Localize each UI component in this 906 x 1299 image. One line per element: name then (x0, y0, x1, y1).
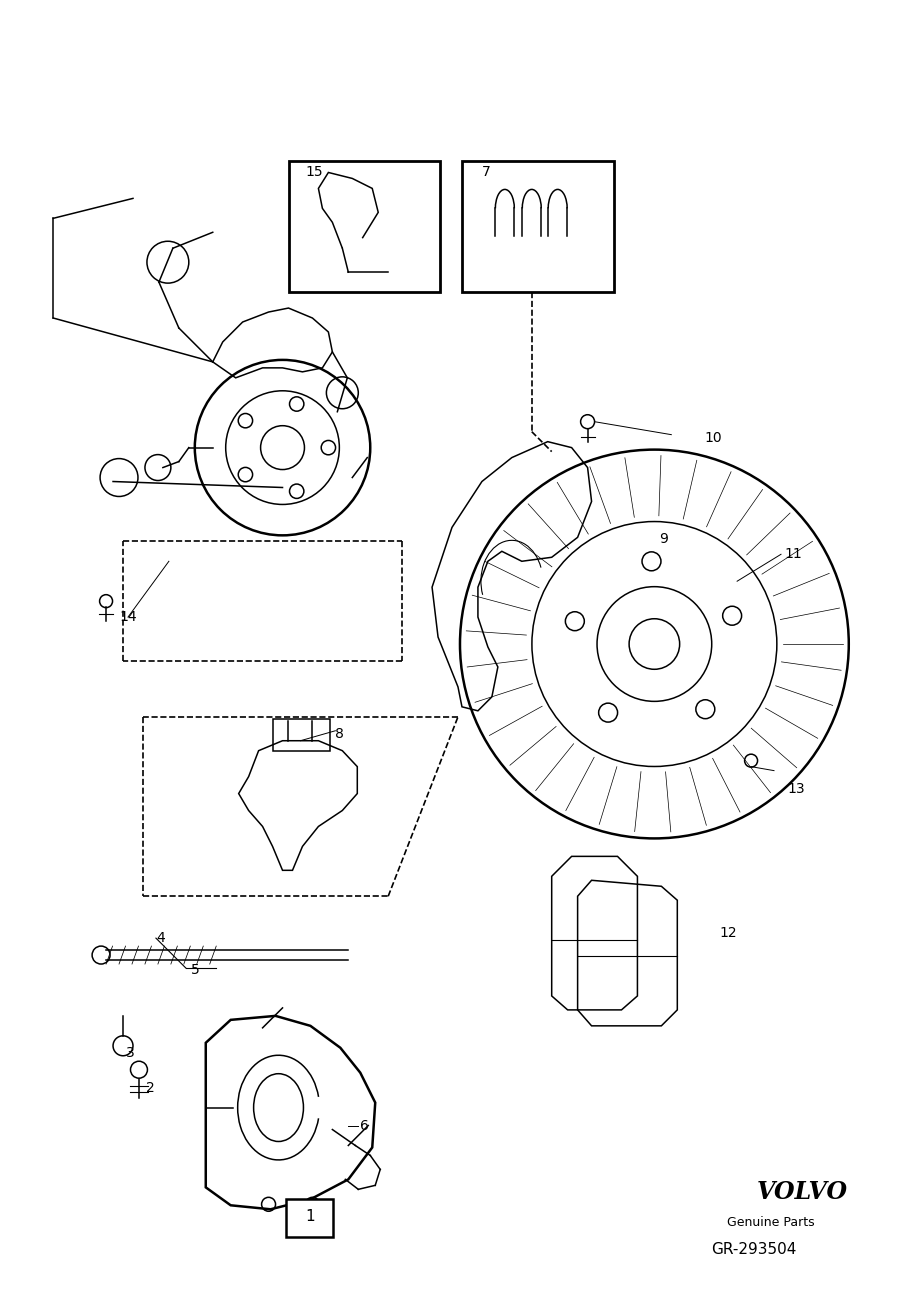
Text: 13: 13 (787, 782, 805, 795)
Text: GR-293504: GR-293504 (711, 1242, 796, 1256)
Bar (273, 718, 331, 751)
Text: 8: 8 (335, 726, 344, 740)
Text: Genuine Parts: Genuine Parts (728, 1216, 814, 1229)
Text: 1: 1 (305, 1209, 315, 1224)
Text: 9: 9 (660, 533, 669, 547)
Text: 14: 14 (119, 611, 137, 624)
Text: 4: 4 (157, 931, 165, 946)
Text: 15: 15 (305, 165, 323, 179)
Bar (462, 161, 613, 292)
Bar (288, 161, 440, 292)
Text: 5: 5 (191, 963, 200, 977)
Text: 11: 11 (784, 547, 802, 561)
Text: 2: 2 (146, 1081, 155, 1095)
Text: 6: 6 (361, 1118, 369, 1133)
Text: 7: 7 (482, 165, 491, 179)
Text: 3: 3 (126, 1046, 135, 1060)
Text: VOLVO: VOLVO (757, 1181, 848, 1204)
Text: 10: 10 (704, 431, 722, 444)
Text: 12: 12 (719, 926, 737, 940)
Bar (285, 1199, 333, 1237)
